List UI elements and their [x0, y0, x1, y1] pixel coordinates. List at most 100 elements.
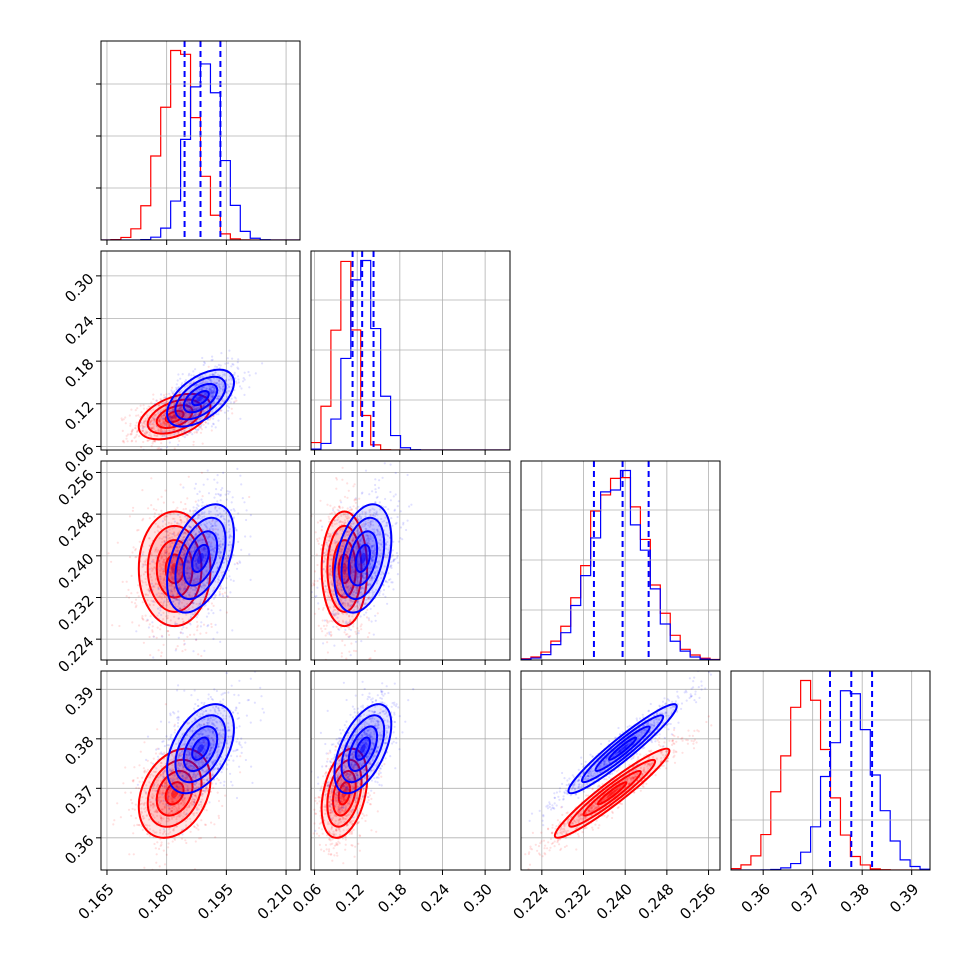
sample-point — [188, 414, 191, 417]
sample-point — [188, 607, 191, 610]
sample-point — [323, 619, 326, 622]
sample-point — [172, 412, 175, 415]
sample-point — [169, 416, 172, 419]
sample-point — [125, 434, 128, 437]
sample-point — [348, 509, 351, 512]
sample-point — [212, 391, 215, 394]
sample-point — [194, 408, 197, 411]
sample-point — [383, 462, 386, 465]
sample-point — [212, 390, 215, 394]
sample-point — [137, 595, 140, 598]
sample-point — [188, 591, 191, 594]
sample-point — [197, 383, 200, 386]
sample-point — [212, 528, 215, 531]
sample-point — [129, 424, 132, 427]
sample-point — [178, 607, 181, 610]
sample-point — [184, 421, 187, 424]
sample-point — [201, 386, 204, 389]
sample-point — [197, 377, 201, 380]
sample-point — [150, 445, 153, 448]
sample-point — [166, 400, 169, 403]
sample-point — [181, 650, 184, 653]
sample-point — [153, 601, 156, 604]
sample-point — [364, 666, 366, 668]
sample-point — [227, 569, 230, 572]
sample-point — [142, 407, 146, 410]
sample-point — [170, 559, 173, 562]
sample-point — [207, 399, 210, 402]
sample-point — [166, 614, 169, 617]
sample-point — [180, 567, 183, 570]
sample-point — [209, 394, 213, 397]
sample-point — [206, 578, 209, 581]
sample-point — [160, 566, 163, 570]
sample-point — [176, 411, 179, 414]
sample-point — [198, 530, 201, 534]
sample-point — [188, 413, 191, 416]
sample-point — [130, 440, 133, 443]
sample-point — [197, 540, 200, 544]
sample-point — [165, 446, 169, 449]
sample-point — [139, 404, 142, 407]
sample-point — [199, 575, 202, 578]
sample-point — [205, 394, 208, 397]
sample-point — [187, 398, 190, 401]
sample-point — [160, 527, 163, 531]
sample-point — [157, 428, 160, 431]
sample-point — [221, 587, 224, 590]
sample-point — [136, 529, 139, 532]
sample-point — [217, 419, 220, 422]
sample-point — [176, 421, 179, 424]
sample-point — [163, 411, 166, 415]
sample-point — [390, 517, 393, 520]
sample-point — [194, 611, 197, 614]
sample-point — [184, 412, 187, 415]
sample-point — [142, 564, 145, 567]
sample-point — [206, 528, 209, 531]
sample-point — [348, 636, 351, 639]
sample-point — [200, 512, 203, 516]
sample-point — [394, 471, 397, 475]
sample-point — [148, 573, 152, 576]
panel-content — [101, 41, 300, 240]
sample-point — [337, 509, 340, 512]
sample-point — [161, 429, 164, 433]
sample-point — [178, 562, 181, 565]
sample-point — [232, 401, 235, 404]
sample-point — [179, 566, 182, 569]
sample-point — [205, 631, 208, 635]
sample-point — [162, 401, 165, 404]
sample-point — [324, 634, 327, 637]
sample-point — [196, 515, 200, 518]
sample-point — [235, 567, 239, 570]
sample-point — [355, 507, 358, 510]
sample-point — [162, 577, 166, 580]
sample-point — [197, 514, 200, 517]
sample-point — [158, 612, 161, 615]
sample-point — [154, 578, 157, 581]
sample-point — [164, 489, 167, 492]
sample-point — [143, 431, 146, 435]
sample-point — [328, 620, 331, 623]
sample-point — [316, 540, 319, 543]
sample-point — [172, 512, 175, 515]
sample-point — [195, 430, 198, 433]
sample-point — [141, 519, 144, 522]
sample-point — [131, 551, 134, 554]
sample-point — [237, 358, 240, 361]
sample-point — [172, 594, 175, 597]
sample-point — [160, 447, 163, 450]
sample-point — [228, 528, 231, 531]
sample-point — [121, 419, 124, 422]
sample-point — [165, 539, 168, 542]
sample-point — [162, 585, 165, 588]
sample-point — [165, 615, 168, 618]
sample-point — [164, 423, 167, 426]
sample-point — [195, 506, 198, 509]
sample-point — [163, 596, 166, 599]
sample-point — [188, 401, 191, 404]
sample-point — [202, 410, 205, 413]
sample-point — [230, 509, 233, 512]
sample-point — [186, 402, 189, 405]
sample-point — [159, 423, 162, 426]
